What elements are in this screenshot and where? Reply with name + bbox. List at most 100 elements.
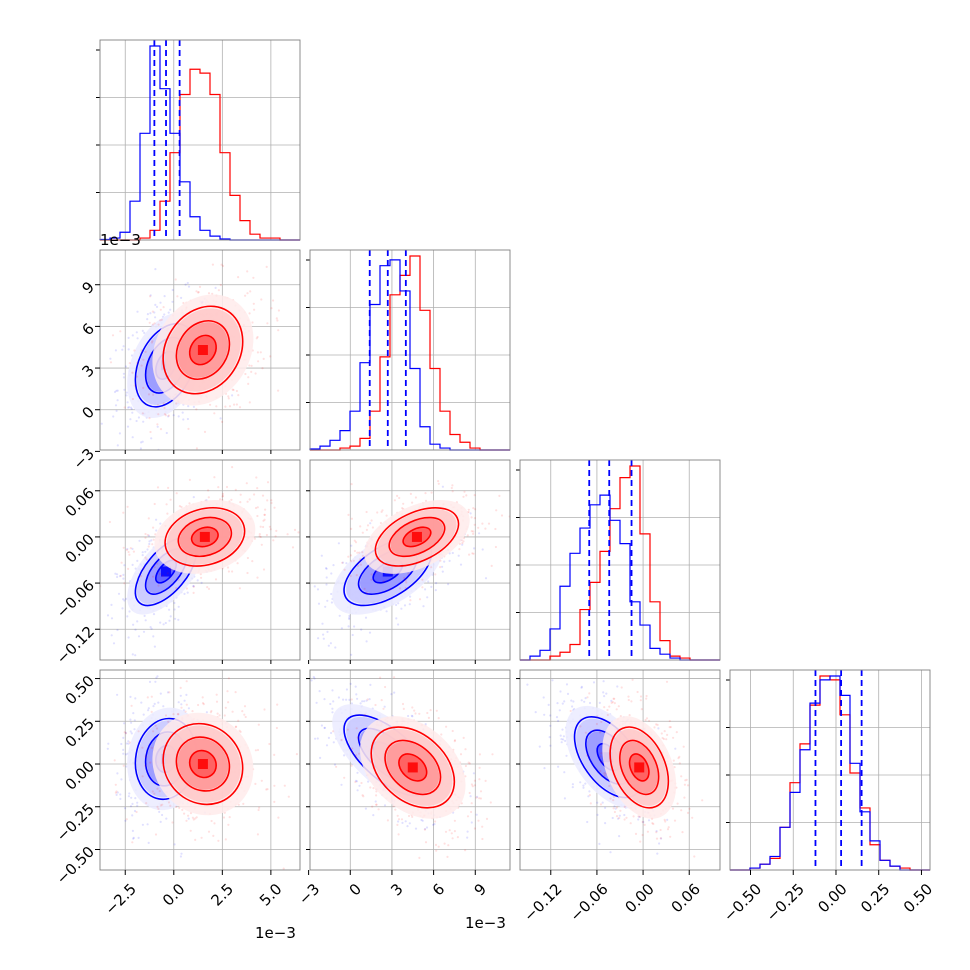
scatter-point: [215, 700, 219, 703]
scatter-point: [160, 318, 163, 321]
scatter-point: [587, 795, 590, 798]
scatter-point: [257, 723, 260, 726]
scatter-point: [473, 784, 476, 787]
scatter-point: [618, 835, 621, 838]
scatter-point: [381, 509, 384, 512]
scatter-point: [127, 795, 130, 798]
scatter-point: [127, 348, 130, 351]
scatter-point: [418, 856, 421, 860]
scatter-point: [430, 566, 433, 569]
scatter-point: [135, 375, 139, 378]
scatter-point: [326, 630, 329, 634]
scatter-point: [201, 696, 204, 699]
scatter-point: [127, 742, 130, 745]
scatter-point: [118, 432, 121, 435]
scatter-point: [125, 765, 128, 768]
scatter-point: [466, 830, 469, 833]
scatter-point: [122, 511, 125, 514]
scatter-point: [603, 774, 606, 777]
scatter-point: [131, 653, 134, 656]
scatter-point: [262, 519, 265, 522]
scatter-point: [157, 701, 160, 704]
scatter-point: [369, 786, 372, 789]
scatter-point: [144, 764, 147, 767]
scatter-point: [609, 851, 612, 854]
scatter-point: [363, 713, 367, 716]
scatter-point: [107, 742, 110, 745]
scatter-point: [453, 830, 456, 833]
scatter-point: [183, 592, 186, 596]
scatter-point: [151, 790, 154, 793]
scatter-point: [475, 813, 478, 816]
scatter-point: [214, 286, 217, 289]
scatter-point: [596, 801, 599, 804]
scatter-point: [113, 759, 116, 762]
scatter-point: [361, 554, 364, 558]
scatter-point: [470, 783, 473, 786]
scatter-point: [154, 268, 157, 271]
scatter-point: [137, 730, 140, 733]
scatter-point: [341, 561, 345, 564]
scatter-point: [614, 807, 617, 810]
scatter-point: [411, 501, 414, 504]
scatter-point: [676, 802, 679, 805]
scatter-point: [130, 407, 133, 410]
scatter-point: [380, 699, 383, 702]
scatter-point: [141, 412, 144, 415]
scatter-point: [195, 290, 198, 293]
scatter-point: [401, 702, 405, 706]
scatter-point: [254, 749, 257, 752]
scatter-point: [181, 808, 184, 812]
histogram-red: [310, 255, 510, 451]
scatter-point: [477, 526, 480, 529]
scatter-point: [255, 337, 258, 340]
scatter-point: [630, 700, 633, 703]
scatter-point: [447, 844, 450, 847]
panel-background: [730, 670, 930, 870]
scatter-point: [131, 371, 134, 374]
scatter-point: [142, 567, 145, 570]
scatter-point: [244, 372, 247, 376]
scatter-point: [116, 444, 119, 447]
scatter-point: [303, 572, 305, 574]
scatter-point: [116, 772, 119, 775]
scatter-point: [251, 560, 254, 563]
scatter-point: [154, 833, 158, 836]
scatter-point: [358, 561, 361, 564]
scatter-point: [370, 573, 373, 576]
scatter-point: [282, 867, 285, 870]
scatter-point: [150, 627, 153, 630]
scatter-point: [343, 568, 346, 571]
scatter-point: [384, 685, 387, 689]
scatter-point: [165, 817, 168, 820]
scatter-point: [256, 506, 259, 509]
scatter-point: [250, 364, 253, 367]
scatter-point: [601, 801, 604, 804]
scatter-point: [144, 619, 147, 622]
scatter-point: [260, 779, 263, 782]
scatter-point: [215, 693, 218, 696]
scatter-point: [106, 614, 110, 617]
scatter-point: [242, 802, 245, 806]
scatter-point: [173, 608, 176, 611]
scatter-point: [471, 785, 474, 788]
scatter-point: [126, 401, 129, 404]
scatter-point: [263, 708, 266, 711]
scatter-point: [167, 414, 170, 417]
scatter-point: [253, 493, 256, 496]
scatter-point: [265, 533, 268, 537]
scatter-point: [184, 710, 187, 713]
scatter-point: [250, 370, 253, 373]
scatter-point: [395, 603, 398, 607]
scatter-point: [196, 579, 199, 582]
histogram-red: [100, 68, 300, 241]
scatter-point: [162, 306, 165, 309]
scatter-point: [189, 829, 192, 832]
scatter-point: [457, 554, 460, 557]
scatter-point: [198, 285, 202, 288]
scatter-point: [350, 702, 353, 705]
scatter-point: [321, 622, 324, 625]
scatter-point: [116, 628, 119, 632]
scatter-point: [473, 779, 476, 782]
scatter-point: [115, 389, 118, 392]
